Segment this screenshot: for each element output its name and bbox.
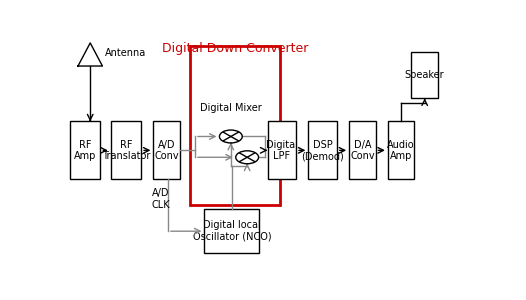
Bar [308, 122, 337, 179]
Text: A/D
CLK: A/D CLK [151, 188, 170, 210]
Text: A/D
Conv: A/D Conv [154, 140, 179, 161]
Bar [154, 122, 180, 179]
Text: Digital Down Converter: Digital Down Converter [161, 42, 308, 55]
Bar [388, 122, 414, 179]
Text: Digital Mixer: Digital Mixer [200, 103, 262, 113]
Text: Digital
LPF: Digital LPF [266, 140, 298, 161]
Text: RF
Amp: RF Amp [74, 140, 96, 161]
Text: RF
Translator: RF Translator [102, 140, 150, 161]
Text: Audio
Amp: Audio Amp [387, 140, 415, 161]
Text: Speaker: Speaker [405, 70, 444, 80]
Bar [70, 122, 100, 179]
Text: DSP
(Demod): DSP (Demod) [301, 140, 344, 161]
Bar [349, 122, 376, 179]
Bar [110, 122, 141, 179]
Bar [411, 52, 438, 98]
Bar [190, 46, 280, 205]
Text: Antenna: Antenna [105, 47, 146, 58]
Bar [205, 209, 259, 253]
Bar [268, 122, 296, 179]
Text: D/A
Conv: D/A Conv [350, 140, 375, 161]
Text: Digital local
Oscillator (NCO): Digital local Oscillator (NCO) [193, 220, 271, 242]
